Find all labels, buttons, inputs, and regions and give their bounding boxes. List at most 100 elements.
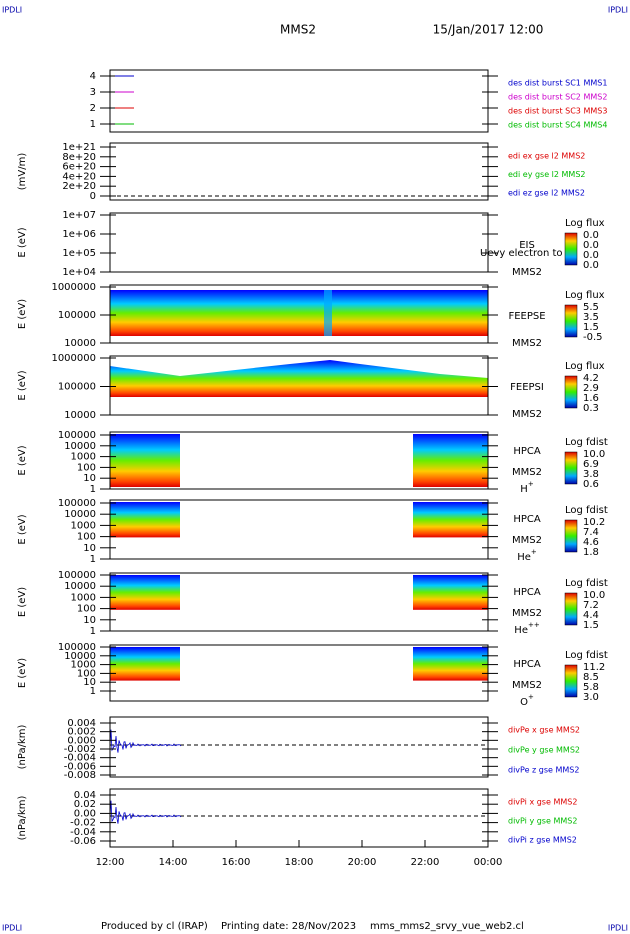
panel-frame: [109, 212, 489, 273]
side-label: HPCA: [513, 446, 541, 457]
panel-frame: [109, 355, 489, 416]
colorbar-title: Log flux: [565, 361, 605, 372]
colorbar-tick-label: 0.6: [583, 479, 599, 490]
y-tick-label: 10000: [64, 441, 96, 452]
spectrogram: [110, 647, 180, 681]
colorbar-tick-label: 1.5: [583, 322, 599, 333]
y-tick-label: 8e+20: [62, 152, 96, 163]
colorbar-title: Log fdist: [565, 650, 608, 661]
colorbar-tick-label: 0.0: [583, 240, 599, 251]
colorbar-tick-label: 8.5: [583, 672, 599, 683]
species-charge: +: [528, 693, 534, 701]
legend-entry: des dist burst SC2 MMS2: [508, 93, 607, 102]
species-base: H: [520, 484, 528, 495]
side-label: MMS2: [512, 680, 542, 691]
y-axis-label: E (eV): [17, 514, 28, 544]
colorbar-tick-label: 10.0: [583, 449, 605, 460]
y-axis-label: E (eV): [17, 658, 28, 688]
colorbar-tick-label: 7.4: [583, 527, 599, 538]
spectrogram: [110, 360, 488, 397]
colorbar-title: Log fdist: [565, 505, 608, 516]
side-label: FEEPSE: [508, 311, 545, 322]
y-tick-label: 1e+21: [62, 142, 96, 153]
colorbar-tick-label: -0.5: [583, 332, 603, 343]
spectrogram: [413, 647, 488, 681]
y-tick-label: 100000: [58, 498, 96, 509]
y-tick-label: 1000: [71, 660, 96, 671]
colorbar-title: Log fdist: [565, 578, 608, 589]
panel: 4 3 2 1 des dist burst SC1 MMS1 des dist burs…: [90, 69, 607, 133]
date: 15/Jan/2017 12:00: [433, 23, 544, 37]
y-tick-label: 1000: [71, 592, 96, 603]
y-tick-label: -0.006: [64, 761, 96, 772]
y-tick-label: 100: [77, 532, 96, 543]
y-tick-label: 0.00: [74, 808, 96, 819]
y-tick-label: 0.02: [74, 799, 96, 810]
y-tick-label: 1: [90, 119, 96, 130]
y-tick-label: 2e+20: [62, 181, 96, 192]
y-axis-label: (nPa/km): [17, 725, 28, 770]
spectrogram: [413, 502, 488, 538]
legend-entry: des dist burst SC1 MMS1: [508, 79, 607, 88]
y-tick-label: 1: [90, 686, 96, 697]
side-label: MMS2: [512, 467, 542, 478]
trace: [109, 800, 182, 824]
colorbar-tick-label: 3.0: [583, 692, 599, 703]
y-tick-label: 100000: [58, 382, 96, 393]
panel-frame: [109, 499, 489, 560]
y-tick-label: 1e+06: [62, 229, 96, 240]
spectrogram: [413, 575, 488, 610]
panel-frame: [109, 284, 489, 344]
colorbar-tick-label: 1.5: [583, 620, 599, 631]
side-label: HPCA: [513, 587, 541, 598]
panel-frame: [109, 69, 489, 133]
x-tick-label: 12:00: [96, 857, 125, 868]
colorbar-tick-label: 0.0: [583, 260, 599, 271]
y-axis-label: E (eV): [17, 227, 28, 257]
y-tick-label: 10000: [64, 581, 96, 592]
overlay-label: Uevy electron to: [480, 248, 563, 259]
y-tick-label: -0.008: [64, 770, 96, 781]
x-tick-label: 22:00: [411, 857, 440, 868]
y-tick-label: 2: [90, 103, 96, 114]
side-label: MMS2: [512, 535, 542, 546]
side-label: MMS2: [512, 267, 542, 278]
corner-label: IPDLI: [2, 924, 22, 933]
title: MMS2: [280, 23, 316, 37]
x-tick-label: 14:00: [159, 857, 188, 868]
legend-entry: edi ex gse l2 MMS2: [508, 152, 585, 161]
colorbar-tick-label: 3.5: [583, 312, 599, 323]
y-tick-label: 1e+05: [62, 248, 96, 259]
corner-label: IPDLI: [608, 924, 628, 933]
colorbar: [564, 375, 578, 409]
y-tick-label: 4e+20: [62, 171, 96, 182]
side-label: HPCA: [513, 514, 541, 525]
colorbar: [564, 664, 578, 698]
y-axis-label: E (eV): [17, 445, 28, 475]
colorbar: [564, 232, 578, 266]
y-axis-label: (mV/m): [17, 153, 28, 191]
colorbar-tick-label: 7.2: [583, 600, 599, 611]
y-axis-label: E (eV): [17, 299, 28, 329]
side-label: FEEPSI: [510, 382, 544, 393]
colorbar-tick-label: 0.3: [583, 403, 599, 414]
y-tick-label: 100: [77, 604, 96, 615]
colorbar-tick-label: 0.0: [583, 230, 599, 241]
y-tick-label: 0.002: [67, 727, 96, 738]
legend-entry: divPi x gse MMS2: [508, 798, 577, 807]
y-tick-label: 1000: [71, 452, 96, 463]
colorbar-tick-label: 6.9: [583, 459, 599, 470]
y-tick-label: -0.004: [64, 753, 96, 764]
colorbar: [564, 592, 578, 626]
x-tick-label: 20:00: [348, 857, 377, 868]
y-tick-label: 10000: [64, 651, 96, 662]
panel-frame: [109, 716, 489, 778]
panel: 1000000 100000 10000 E (eV) FEEPSI MMS2 Log fl…: [17, 353, 605, 421]
colorbar-tick-label: 3.8: [583, 469, 599, 480]
panel-frame: [109, 788, 489, 848]
spectrogram: [413, 434, 488, 487]
colorbar-title: Log flux: [565, 218, 605, 229]
colorbar-tick-label: 2.9: [583, 383, 599, 394]
